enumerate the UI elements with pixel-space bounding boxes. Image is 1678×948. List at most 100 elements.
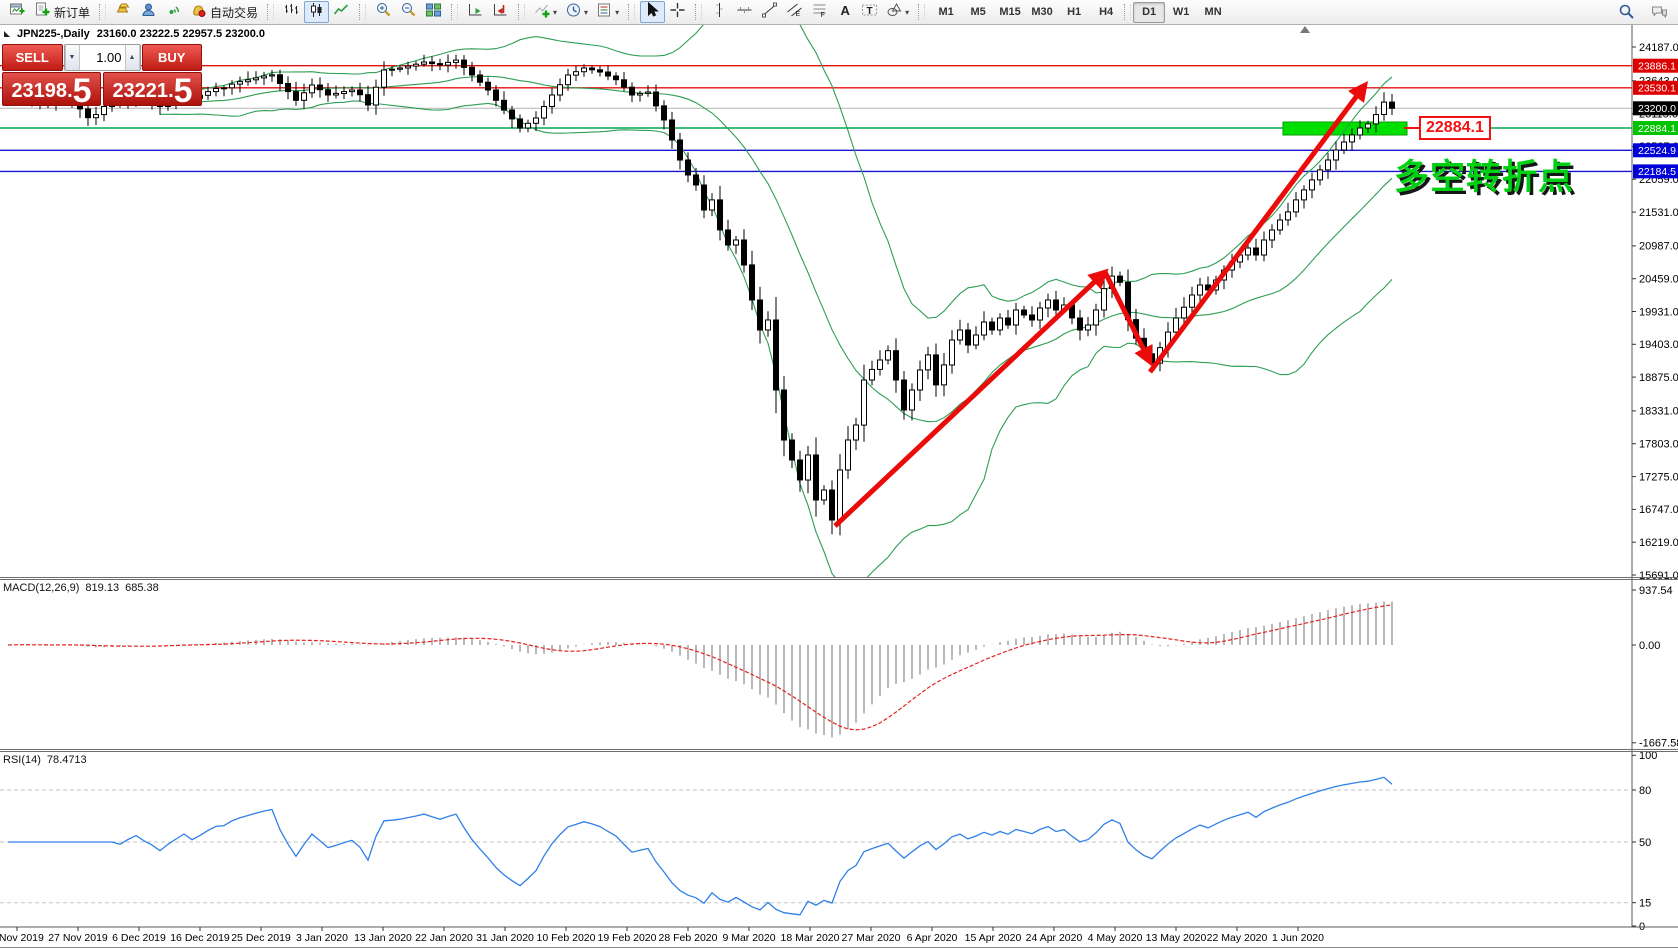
fibonacci-retracement-button[interactable]: F (807, 1, 832, 23)
date-tick-label: 4 May 2020 (1088, 932, 1143, 944)
tile-windows-button[interactable] (421, 1, 446, 23)
rsi-pane[interactable] (0, 776, 1632, 916)
templates-dropdown-arrow[interactable]: ▾ (615, 7, 620, 17)
new-chart-button[interactable] (5, 1, 30, 23)
price-tick-label: 17803.0 (1639, 439, 1678, 451)
indicators-dropdown-arrow[interactable]: ▾ (553, 7, 558, 17)
toolbar-separator (1124, 4, 1132, 20)
toolbar-group-objects: E F A T ▾ (704, 0, 916, 24)
auto-scroll-icon (467, 2, 484, 23)
candlestick (1365, 120, 1371, 134)
chart-title: JPN225-,Daily 23160.0 23222.5 22957.5 232… (4, 28, 272, 40)
chart-shift-marker[interactable] (1300, 26, 1310, 33)
macd-pane[interactable] (7, 601, 1393, 738)
templates-icon (596, 2, 613, 23)
candlestick (1341, 133, 1347, 155)
volume-input[interactable] (79, 45, 125, 70)
autotrading-button[interactable]: 自动交易 (186, 1, 262, 23)
bar-chart-button[interactable] (279, 1, 304, 23)
date-tick-label: 24 Apr 2020 (1026, 932, 1083, 944)
main-price-pane[interactable] (0, 13, 1632, 586)
candlestick (237, 76, 243, 93)
zoom-out-button[interactable] (396, 1, 421, 23)
zoom-in-button[interactable] (371, 1, 396, 23)
candlestick (621, 72, 627, 91)
trend-arrow[interactable] (833, 268, 1109, 528)
line-chart-button[interactable] (329, 1, 354, 23)
bars-icon (283, 2, 300, 23)
candlestick (917, 360, 923, 401)
volume-decrease-button[interactable]: ▼ (64, 45, 80, 70)
periods-button[interactable]: ▾ (561, 1, 592, 23)
candlestick-chart-button[interactable] (304, 1, 330, 23)
timeframe-m5-button[interactable]: M5 (970, 5, 986, 18)
time-axis[interactable]: 8 Nov 2019 27 Nov 2019 6 Dec 2019 16 Dec 20… (0, 927, 1324, 944)
candlestick (93, 106, 99, 125)
pane-separators[interactable] (0, 577, 1678, 928)
buy-price-main: 23221 (112, 80, 169, 102)
price-tick-label: 20459.0 (1639, 274, 1678, 286)
text-button[interactable]: A (832, 1, 857, 23)
candlestick (1277, 213, 1283, 235)
signals-button[interactable] (161, 1, 186, 23)
candlestick (677, 133, 683, 170)
price-axis[interactable]: 24187.023643.023115.022587.022059.021531… (1631, 24, 1678, 927)
candlestick (1317, 164, 1323, 186)
search-button[interactable] (1614, 1, 1639, 23)
candlestick (573, 65, 579, 81)
candlestick (669, 111, 675, 149)
equidistant-channel-button[interactable]: E (782, 1, 807, 23)
price-tick-label: 18875.0 (1639, 372, 1678, 384)
candlestick (229, 80, 235, 95)
vertical-line-button[interactable] (707, 1, 732, 23)
volume-increase-button[interactable]: ▲ (124, 45, 140, 70)
new-order-button[interactable]: 新订单 (30, 1, 94, 23)
candlestick (437, 58, 443, 71)
trend-arrow[interactable] (1147, 80, 1368, 374)
community-button[interactable] (136, 1, 161, 23)
shapes-dropdown-arrow[interactable]: ▾ (905, 7, 910, 17)
timeframe-m15-button[interactable]: M15 (999, 5, 1021, 18)
chat-button[interactable] (1647, 1, 1672, 23)
buy-button[interactable]: BUY (141, 44, 202, 71)
horizontal-line-button[interactable] (732, 1, 757, 23)
candlestick (605, 65, 611, 81)
symbol-period-label: JPN225-,Daily (17, 28, 90, 40)
text-label-button[interactable]: T (857, 1, 882, 23)
candlestick (1093, 303, 1099, 336)
buy-price[interactable]: 23221. 5 (103, 72, 202, 108)
candlestick (293, 81, 299, 106)
fibonacci-icon: F (811, 2, 828, 23)
crosshair-button[interactable] (665, 1, 690, 23)
timeframe-d1-button[interactable]: D1 (1133, 1, 1166, 23)
timeframe-m1-button[interactable]: M1 (938, 5, 954, 18)
price-tick-label: 16219.0 (1639, 537, 1678, 549)
toolbar-group-insert: ▾ ▾ ▾ (527, 0, 626, 24)
timeframe-m30-button[interactable]: M30 (1031, 5, 1053, 18)
timeframe-w1-button[interactable]: W1 (1172, 5, 1190, 18)
price-tick-label: 18331.0 (1639, 406, 1678, 418)
indicators-button[interactable]: ▾ (530, 1, 561, 23)
callout-connector-line (1404, 127, 1419, 129)
timeframe-mn-button[interactable]: MN (1204, 5, 1222, 18)
periods-dropdown-arrow[interactable]: ▾ (584, 7, 589, 17)
rsi-axis-label: 15 (1639, 898, 1651, 910)
price-callout-label[interactable]: 22884.1 (1419, 116, 1491, 140)
candlestick (549, 88, 555, 114)
chart-shift-button[interactable] (488, 1, 513, 23)
timeframe-h1-button[interactable]: H1 (1067, 5, 1082, 18)
trendline-button[interactable] (757, 1, 782, 23)
trend-arrow[interactable] (1102, 270, 1153, 367)
new-chart-icon (9, 2, 26, 23)
templates-button[interactable]: ▾ (592, 1, 623, 23)
highlight-rectangle[interactable] (1282, 121, 1408, 136)
sell-price[interactable]: 23198. 5 (2, 72, 101, 108)
cursor-button[interactable] (640, 1, 666, 23)
macd-indicator-label: MACD(12,26,9) 819.13 685.38 (3, 582, 165, 594)
market-button[interactable] (111, 1, 136, 23)
auto-scroll-button[interactable] (463, 1, 488, 23)
community-icon (140, 2, 157, 23)
sell-button[interactable]: SELL (2, 44, 63, 71)
shapes-button[interactable]: ▾ (882, 1, 913, 23)
timeframe-h4-button[interactable]: H4 (1099, 5, 1114, 18)
